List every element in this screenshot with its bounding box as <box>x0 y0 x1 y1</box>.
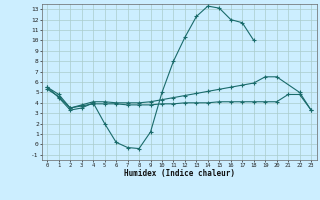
X-axis label: Humidex (Indice chaleur): Humidex (Indice chaleur) <box>124 169 235 178</box>
